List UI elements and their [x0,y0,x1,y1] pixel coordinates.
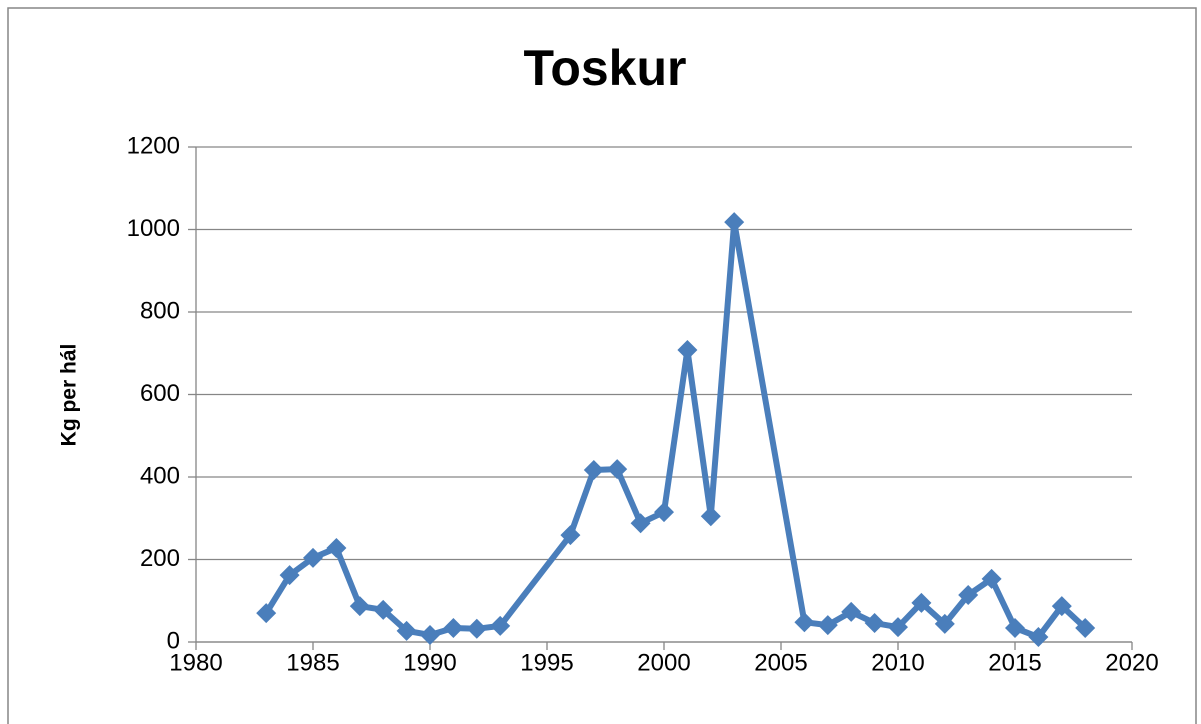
marker [630,513,651,534]
marker [443,617,464,638]
marker [864,613,885,634]
marker [888,617,908,638]
marker [1051,596,1072,617]
y-tick-label: 800 [140,297,180,324]
chart-title: Toskur [524,40,687,96]
marker [654,502,674,523]
marker [1028,627,1049,648]
marker [794,612,815,633]
marker [466,618,487,639]
marker [1005,617,1025,638]
x-tick-label: 1990 [403,649,456,676]
marker [326,537,347,558]
marker [420,624,440,645]
marker [981,568,1002,589]
marker [373,599,394,620]
marker [841,601,862,622]
marker [396,620,417,641]
x-tick-label: 1995 [520,649,573,676]
y-tick-label: 600 [140,380,180,407]
x-tick-label: 2015 [988,649,1041,676]
marker [817,615,838,636]
marker [677,339,698,360]
marker [279,565,300,586]
marker [256,603,277,624]
x-tick-label: 2010 [871,649,924,676]
y-tick-label: 1200 [127,132,180,159]
x-tick-label: 2020 [1105,649,1158,676]
marker [724,212,745,233]
y-tick-label: 1000 [127,215,180,242]
marker [303,547,323,568]
y-tick-label: 0 [167,627,180,654]
y-tick-label: 200 [140,545,180,572]
marker [700,506,721,527]
marker [1075,617,1096,638]
marker [911,592,932,613]
marker [490,615,511,636]
marker [958,584,979,605]
chart-border [7,7,1197,724]
x-tick-label: 2005 [754,649,807,676]
y-axis-label: Kg per hál [58,344,81,447]
x-tick-label: 1985 [286,649,339,676]
marker [934,613,955,634]
marker [560,525,581,546]
y-tick-label: 400 [140,462,180,489]
x-tick-label: 2000 [637,649,690,676]
marker [607,459,628,480]
marker [583,459,604,480]
x-tick-label: 1980 [169,649,222,676]
marker [349,596,370,617]
